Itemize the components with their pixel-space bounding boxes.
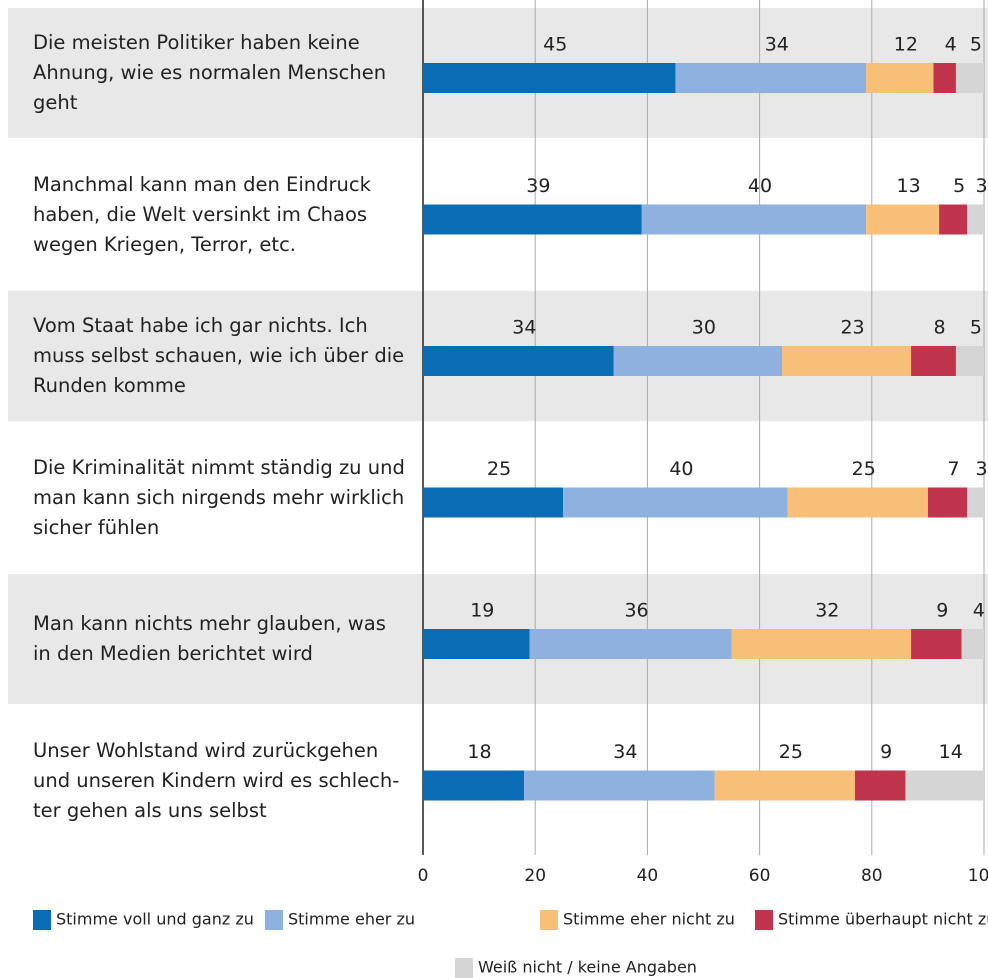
x-tick-label: 100 — [968, 866, 988, 886]
value-label: 34 — [765, 34, 789, 56]
category-label: Manchmal kann man den Eindruck haben, di… — [33, 172, 371, 256]
bar-segment — [423, 629, 530, 659]
x-tick-label: 20 — [524, 866, 546, 886]
legend-label: Stimme überhaupt nicht zu — [778, 910, 988, 929]
x-tick-label: 80 — [861, 866, 883, 886]
value-label: 25 — [852, 458, 876, 480]
bar-segment — [523, 770, 715, 801]
value-label: 8 — [933, 317, 945, 339]
value-label: 39 — [526, 175, 550, 197]
value-label: 40 — [669, 458, 693, 480]
value-label: 5 — [970, 34, 982, 56]
category-label: Unser Wohlstand wird zurückgehen und uns… — [33, 738, 400, 822]
value-label: 14 — [939, 741, 963, 763]
bar-segment — [423, 487, 564, 518]
bar-segment — [782, 346, 912, 376]
value-label: 4 — [945, 34, 957, 56]
bar-segment — [423, 770, 524, 801]
bar-segment — [911, 629, 962, 659]
value-label: 34 — [613, 741, 637, 763]
value-label: 3 — [976, 175, 988, 197]
category-label: Man kann nichts mehr glauben, was in den… — [33, 612, 386, 665]
legend-label: Stimme eher nicht zu — [563, 910, 735, 929]
bar-segment — [955, 346, 984, 376]
legend-swatch — [265, 910, 283, 930]
x-tick-label: 40 — [637, 866, 659, 886]
bar-segment — [423, 63, 676, 93]
value-label: 30 — [692, 317, 716, 339]
value-label: 13 — [897, 175, 921, 197]
bar-segment — [866, 63, 934, 93]
value-label: 5 — [953, 175, 965, 197]
bar-segment — [613, 346, 783, 376]
bar-segment — [967, 204, 984, 235]
bar-segment — [955, 63, 984, 93]
bar-segment — [854, 770, 906, 801]
bar-segment — [905, 770, 984, 801]
value-label: 4 — [973, 600, 985, 622]
bar-segment — [563, 487, 788, 518]
legend-label: Stimme eher zu — [288, 910, 415, 929]
x-tick-label: 0 — [418, 866, 429, 886]
value-label: 34 — [512, 317, 536, 339]
bar-segment — [933, 63, 956, 93]
legend-swatch — [540, 910, 558, 930]
legend-label: Stimme voll und ganz zu — [56, 910, 254, 929]
bar-segment — [423, 204, 642, 235]
value-label: 5 — [970, 317, 982, 339]
x-tick-label: 60 — [749, 866, 771, 886]
bar-segment — [529, 629, 732, 659]
legend-swatch — [755, 910, 773, 930]
value-label: 25 — [487, 458, 511, 480]
bar-segment — [939, 204, 968, 235]
value-label: 18 — [467, 741, 491, 763]
value-label: 12 — [894, 34, 918, 56]
bar-segment — [675, 63, 867, 93]
bar-segment — [927, 487, 968, 518]
value-label: 9 — [880, 741, 892, 763]
value-label: 19 — [470, 600, 494, 622]
bar-segment — [423, 346, 614, 376]
legend-label: Weiß nicht / keine Angaben — [478, 958, 697, 977]
bar-segment — [911, 346, 956, 376]
value-label: 9 — [936, 600, 948, 622]
value-label: 25 — [779, 741, 803, 763]
value-label: 3 — [976, 458, 988, 480]
value-label: 45 — [543, 34, 567, 56]
legend-swatch — [33, 910, 51, 930]
legend-swatch — [455, 958, 473, 978]
category-label: Die meisten Politiker haben keine Ahnung… — [33, 31, 387, 114]
bar-segment — [787, 487, 928, 518]
value-label: 36 — [624, 600, 648, 622]
category-label: Vom Staat habe ich gar nichts. Ich muss … — [33, 314, 405, 397]
bar-segment — [866, 204, 940, 235]
bar-segment — [961, 629, 984, 659]
value-label: 7 — [947, 458, 959, 480]
bar-segment — [731, 629, 912, 659]
value-label: 23 — [840, 317, 864, 339]
category-label: Die Kriminalität nimmt ständig zu und ma… — [33, 455, 405, 539]
bar-segment — [641, 204, 867, 235]
value-label: 32 — [815, 600, 839, 622]
value-label: 40 — [748, 175, 772, 197]
bar-segment — [967, 487, 984, 518]
bar-segment — [714, 770, 855, 801]
